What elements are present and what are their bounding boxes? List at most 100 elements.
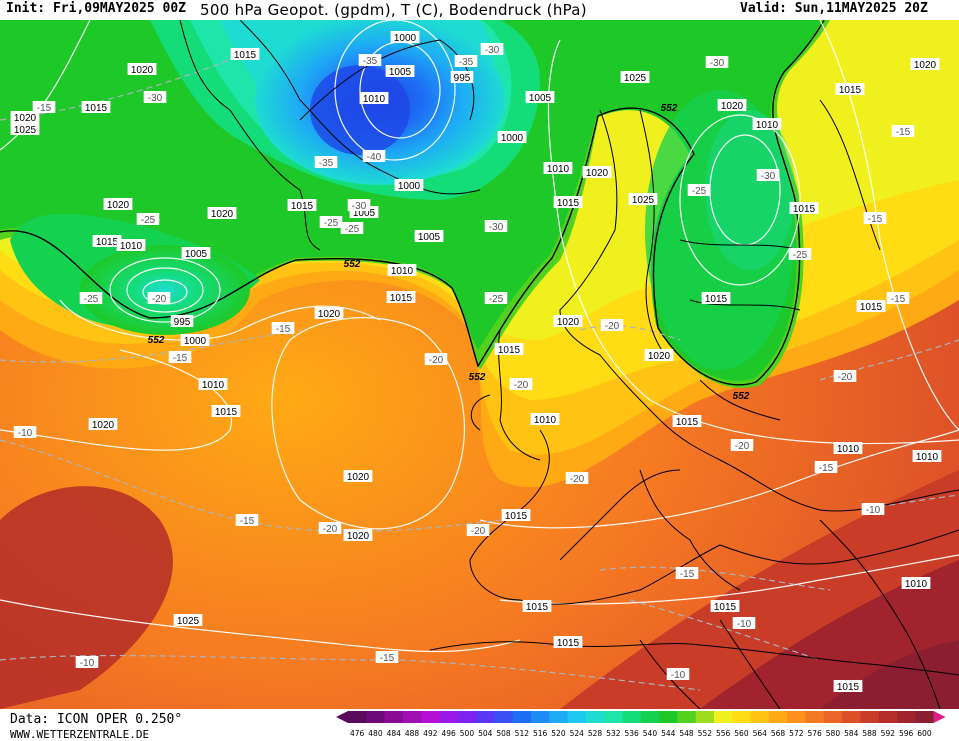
temperature-label: -25	[324, 218, 339, 229]
temperature-label: -20	[471, 526, 486, 537]
scale-tick-label: 532	[606, 729, 621, 738]
temperature-label: -10	[18, 428, 33, 439]
pressure-label-bg	[211, 405, 241, 417]
pressure-label-bg	[497, 131, 527, 143]
scale-tick-label: 504	[478, 729, 493, 738]
pressure-label: 1020	[211, 209, 234, 220]
scale-tick-label: 516	[533, 729, 548, 738]
scale-swatch	[768, 711, 788, 723]
scale-tick-label: 524	[570, 729, 585, 738]
temperature-label-bg	[484, 220, 508, 232]
pressure-label-bg	[530, 413, 560, 425]
pressure-label-bg	[644, 349, 674, 361]
temperature-label-bg	[13, 426, 37, 438]
scale-swatch	[897, 711, 916, 723]
temperature-label: -15	[240, 516, 255, 527]
geopotential-label: 552	[733, 391, 750, 402]
pressure-label: 1000	[394, 33, 417, 44]
temperature-label-bg	[833, 370, 857, 382]
scale-arrow-left	[336, 711, 348, 723]
scale-swatch	[567, 711, 587, 723]
valid-time: Valid: Sun,11MAY2025 20Z	[740, 1, 928, 16]
temperature-label: -30	[710, 58, 725, 69]
pressure-label: 1025	[14, 125, 37, 136]
scale-tick-label: 568	[771, 729, 786, 738]
temperature-label-bg	[319, 216, 343, 228]
scale-tick-label: 588	[862, 729, 877, 738]
temperature-label: -20	[735, 441, 750, 452]
scale-swatch	[695, 711, 715, 723]
pressure-label: 1010	[916, 452, 939, 463]
pressure-label-bg	[180, 334, 210, 346]
pressure-label: 1010	[391, 266, 414, 277]
scale-swatch	[476, 711, 495, 723]
temperature-label: -30	[352, 201, 367, 212]
pressure-label: 1005	[353, 208, 376, 219]
scale-tick-label: 484	[387, 729, 402, 738]
temperature-label-bg	[271, 322, 295, 334]
pressure-label-bg	[912, 450, 942, 462]
temperature-label: -20	[323, 524, 338, 535]
scale-tick-label: 488	[405, 729, 420, 738]
temperature-label: -15	[173, 353, 188, 364]
temperature-label-bg	[705, 56, 729, 68]
pressure-label: 1010	[547, 164, 570, 175]
scale-swatch	[640, 711, 660, 723]
pressure-label-bg	[833, 442, 863, 454]
scale-arrow-right	[933, 711, 946, 723]
scale-tick-label: 548	[679, 729, 694, 738]
scale-tick-label: 492	[423, 729, 438, 738]
temperature-label-bg	[318, 522, 342, 534]
pressure-label-bg	[910, 58, 940, 70]
pressure-label-bg	[450, 71, 474, 83]
pressure-label: 1015	[714, 602, 737, 613]
pressure-label-bg	[343, 529, 373, 541]
temperature-label-bg	[788, 248, 812, 260]
pressure-isobars	[0, 20, 959, 653]
pressure-label-bg	[92, 235, 122, 247]
geopotential-label: 552	[661, 103, 678, 114]
pressure-label-bg	[230, 48, 260, 60]
pressure-label: 1015	[215, 407, 238, 418]
scale-swatch	[732, 711, 752, 723]
pressure-label-bg	[789, 202, 819, 214]
pressure-label: 1015	[705, 294, 728, 305]
color-scale-ticks: 476 480 484 488 492 496 500 504 508 512 516 520 524 5…	[350, 729, 932, 738]
temperature-label: -15	[819, 463, 834, 474]
temperature-labels: -30 -35 -35 -30 -15 -30 -40 -35 -30 -25 -15 -15 -30 -…	[13, 43, 915, 681]
scale-tick-label: 540	[643, 729, 658, 738]
pressure-label-bg	[620, 71, 650, 83]
temperature-label-bg	[886, 292, 910, 304]
temperature-label: -10	[80, 658, 95, 669]
temperature-label-bg	[480, 43, 504, 55]
pressure-label: 1025	[624, 73, 647, 84]
temperature-label: -10	[866, 505, 881, 516]
temperature-field	[0, 20, 959, 709]
temperature-label: -25	[345, 224, 360, 235]
temperature-label-bg	[861, 503, 885, 515]
pressure-label-bg	[103, 198, 133, 210]
pressure-label: 1015	[839, 85, 862, 96]
map-footer: Data: ICON OPER 0.250° WWW.WETTERZENTRAL…	[0, 709, 959, 741]
pressure-label: 1020	[721, 101, 744, 112]
scale-tick-label: 552	[698, 729, 713, 738]
pressure-label-bg	[170, 315, 194, 327]
pressure-label-bg	[10, 111, 40, 123]
pressure-label: 1020	[914, 60, 937, 71]
pressure-label-bg	[701, 292, 731, 304]
pressure-label-bg	[543, 162, 573, 174]
scale-tick-label: 536	[624, 729, 639, 738]
temperature-label-bg	[732, 617, 756, 629]
temperature-label-bg	[32, 101, 56, 113]
pressure-label-bg	[387, 264, 417, 276]
temperature-label-bg	[509, 378, 533, 390]
map-title: 500 hPa Geopot. (gpdm), T (C), Bodendruc…	[200, 1, 587, 19]
color-scale-legend: 476 480 484 488 492 496 500 504 508 512 516 520 524 5…	[336, 711, 946, 738]
temperature-label-bg	[168, 351, 192, 363]
temperature-label: -15	[891, 294, 906, 305]
pressure-label-bg	[385, 65, 415, 77]
temperature-label: -25	[793, 250, 808, 261]
pressure-label: 1015	[505, 511, 528, 522]
geopotential-label: 552	[148, 335, 165, 346]
